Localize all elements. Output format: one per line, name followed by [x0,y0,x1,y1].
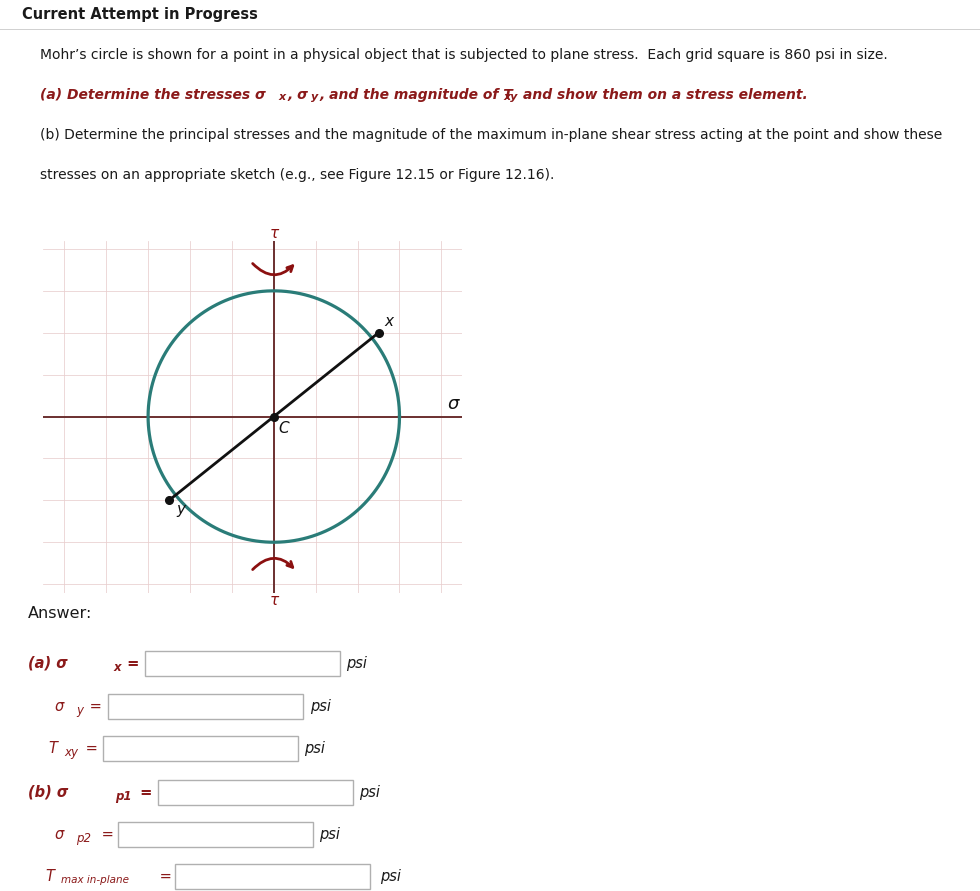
Text: (b) σ: (b) σ [28,785,69,799]
Text: max in-plane: max in-plane [61,875,129,885]
Bar [145,651,340,676]
Text: Current Attempt in Progress: Current Attempt in Progress [22,7,258,22]
Text: =: = [85,699,102,714]
Text: xy: xy [64,746,78,759]
Text: x: x [385,315,394,330]
Text: psi: psi [380,869,401,884]
Text: C: C [279,421,289,436]
Text: =: = [97,827,114,842]
Text: T: T [45,869,54,884]
Text: p2: p2 [76,831,91,845]
Text: y: y [312,92,318,102]
Text: psi: psi [346,656,367,671]
Text: psi: psi [304,740,325,756]
Text: x: x [278,92,286,102]
Text: (a) σ: (a) σ [28,656,68,671]
Text: =: = [155,869,172,884]
Text: Answer:: Answer: [28,607,92,622]
Text: (b) Determine the principal stresses and the magnitude of the maximum in-plane s: (b) Determine the principal stresses and… [40,127,943,142]
Bar [158,780,353,805]
Bar [103,736,298,761]
Text: y: y [176,503,185,518]
Text: psi: psi [310,699,331,714]
Bar [108,694,303,719]
Text: , and the magnitude of T: , and the magnitude of T [319,87,514,102]
Text: and show them on a stress element.: and show them on a stress element. [523,87,808,102]
Text: τ: τ [270,593,278,608]
Text: σ: σ [55,699,65,714]
Bar [118,822,313,846]
Text: σ: σ [448,396,459,413]
Text: =: = [122,656,139,671]
Text: (a) Determine the stresses σ: (a) Determine the stresses σ [40,87,266,102]
Text: psi: psi [319,827,340,842]
Text: =: = [135,785,152,799]
Bar [175,863,370,888]
Text: psi: psi [359,785,380,799]
Text: p1: p1 [115,789,131,803]
Text: T: T [48,740,57,756]
Text: τ: τ [270,225,278,241]
Text: Mohr’s circle is shown for a point in a physical object that is subjected to pla: Mohr’s circle is shown for a point in a … [40,47,888,61]
Text: =: = [81,740,98,756]
Text: y: y [76,704,83,717]
Text: σ: σ [55,827,65,842]
Text: x: x [113,661,121,674]
Text: xy: xy [503,92,517,102]
Text: , σ: , σ [287,87,309,102]
Text: stresses on an appropriate sketch (e.g., see Figure 12.15 or Figure 12.16).: stresses on an appropriate sketch (e.g.,… [40,168,555,182]
